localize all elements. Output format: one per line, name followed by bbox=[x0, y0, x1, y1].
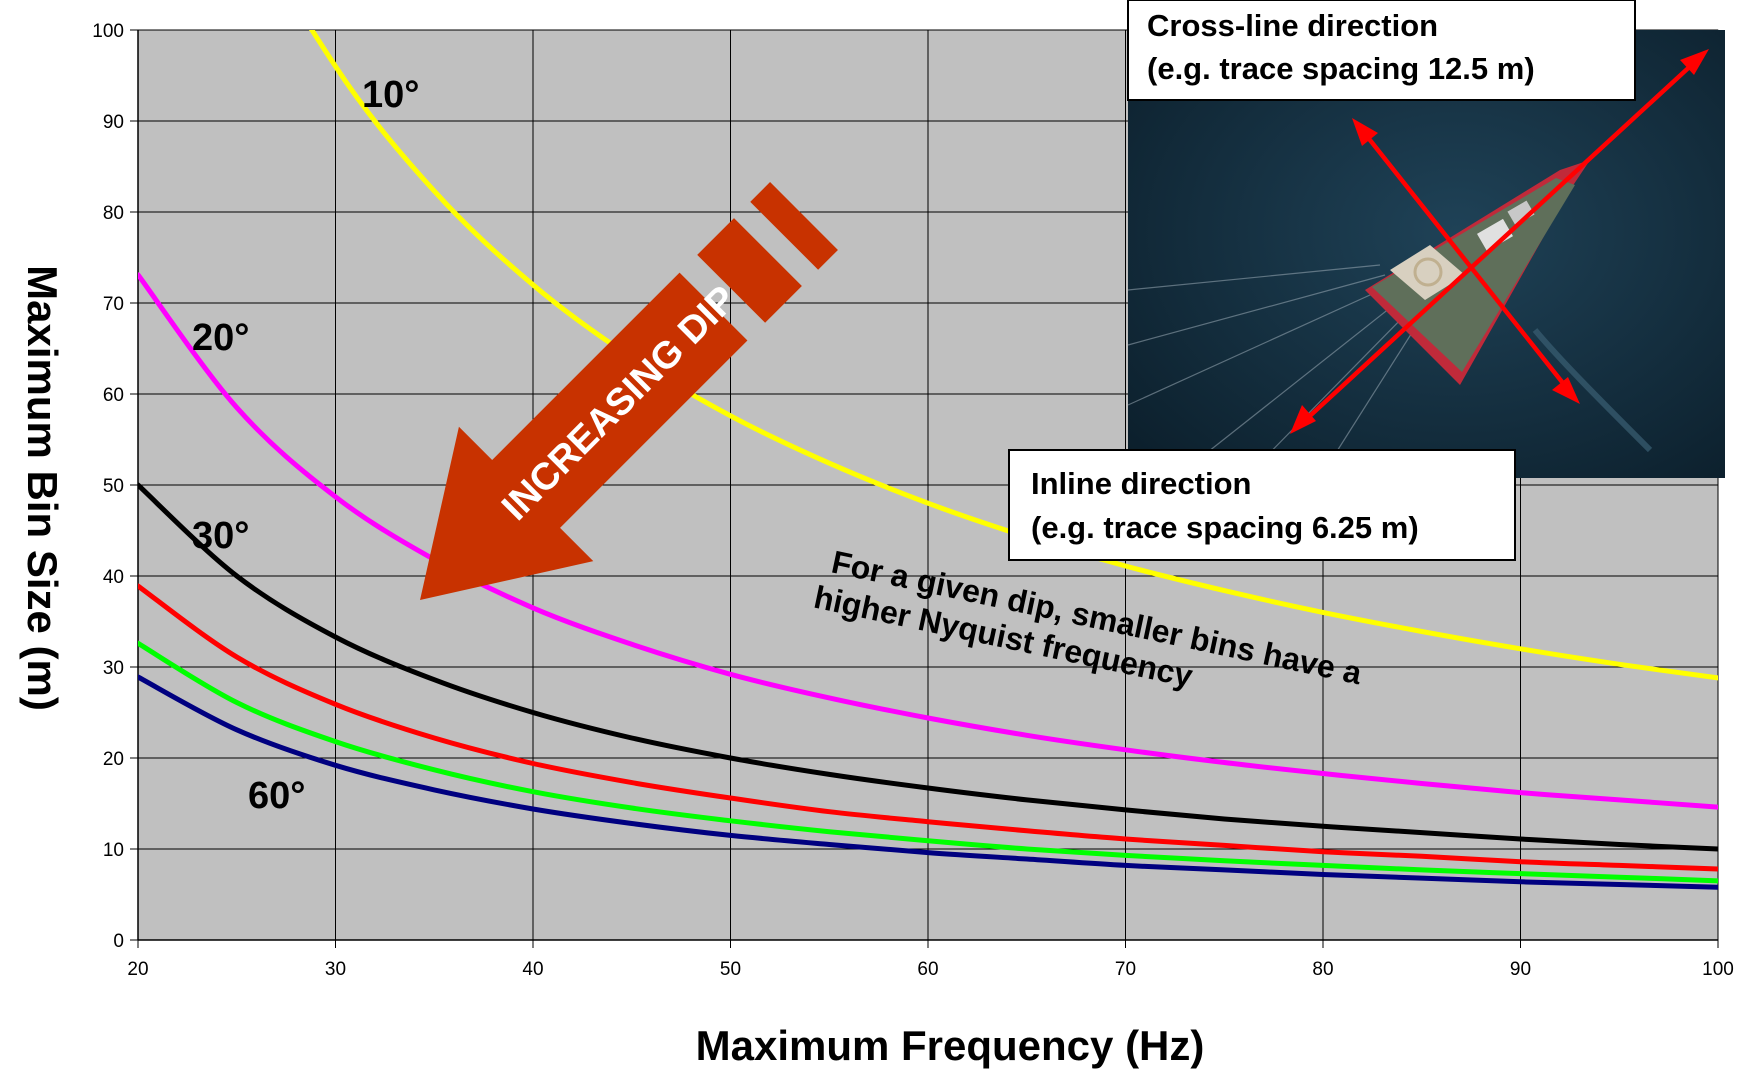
x-tick-label: 100 bbox=[1702, 959, 1734, 980]
series-line-0 bbox=[308, 30, 1718, 681]
crossline-arrow-head-end bbox=[1680, 49, 1709, 75]
x-tick-label: 30 bbox=[325, 959, 346, 980]
y-tick-label: 60 bbox=[103, 385, 124, 406]
y-tick-label: 20 bbox=[103, 749, 124, 770]
series-line-5 bbox=[138, 674, 1718, 890]
series-label-30: 30° bbox=[192, 515, 249, 557]
x-tick-label: 70 bbox=[1115, 959, 1136, 980]
series-line-3 bbox=[138, 583, 1718, 872]
inline-arrow-head-start bbox=[1352, 118, 1378, 146]
y-tick-label: 40 bbox=[103, 567, 124, 588]
crossline-label-box: Cross-line direction (e.g. trace spacing… bbox=[1127, 0, 1636, 101]
x-tick-labels: 20 30 40 50 60 70 80 90 100 bbox=[127, 959, 1733, 980]
y-tick-label: 50 bbox=[103, 476, 124, 497]
y-tick-label: 10 bbox=[103, 840, 124, 861]
x-tick-label: 20 bbox=[127, 959, 148, 980]
x-tick-label: 80 bbox=[1312, 959, 1333, 980]
crossline-label-line2: (e.g. trace spacing 12.5 m) bbox=[1147, 51, 1535, 86]
y-tick-label: 0 bbox=[113, 931, 124, 952]
inline-arrow-head-end bbox=[1552, 377, 1580, 404]
inline-arrow bbox=[1360, 128, 1572, 394]
crossline-arrow-head-start bbox=[1290, 405, 1316, 434]
direction-arrows bbox=[1290, 49, 1709, 434]
x-axis-title: Maximum Frequency (Hz) bbox=[696, 1022, 1205, 1069]
y-axis-title: Maximum Bin Size (m) bbox=[19, 265, 66, 711]
series-line-2 bbox=[138, 482, 1718, 852]
inline-label-line1: Inline direction bbox=[1031, 466, 1251, 501]
crossline-arrow bbox=[1298, 58, 1699, 427]
series-label-60: 60° bbox=[248, 775, 305, 817]
y-tick-label: 70 bbox=[103, 294, 124, 315]
inline-label-line2: (e.g. trace spacing 6.25 m) bbox=[1031, 510, 1419, 545]
x-tick-label: 50 bbox=[720, 959, 741, 980]
crossline-label-line1: Cross-line direction bbox=[1147, 8, 1438, 43]
series-label-20: 20° bbox=[192, 317, 249, 359]
x-tick-label: 40 bbox=[522, 959, 543, 980]
series-line-4 bbox=[138, 640, 1718, 884]
x-tick-label: 60 bbox=[917, 959, 938, 980]
series-line-1 bbox=[138, 272, 1718, 810]
y-tick-label: 90 bbox=[103, 112, 124, 133]
series-lines bbox=[138, 30, 1718, 890]
y-tick-label: 30 bbox=[103, 658, 124, 679]
x-tick-label: 90 bbox=[1510, 959, 1531, 980]
y-tick-label: 100 bbox=[92, 21, 124, 42]
y-tick-labels: 0 10 20 30 40 50 60 70 80 90 100 bbox=[92, 21, 124, 952]
series-label-10: 10° bbox=[362, 74, 419, 116]
inline-label-box: Inline direction (e.g. trace spacing 6.2… bbox=[1008, 449, 1516, 561]
y-tick-label: 80 bbox=[103, 203, 124, 224]
